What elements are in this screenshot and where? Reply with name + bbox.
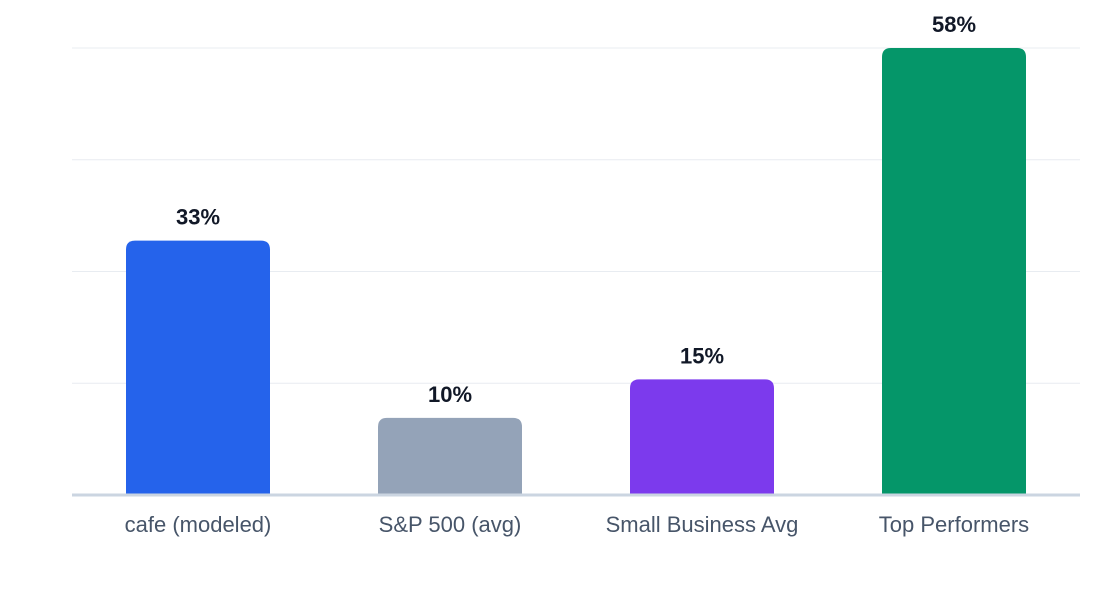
value-label: 33% xyxy=(176,205,220,230)
value-label: 10% xyxy=(428,382,472,407)
category-label: Small Business Avg xyxy=(606,512,799,537)
bar xyxy=(378,417,522,495)
value-label: 58% xyxy=(932,12,976,37)
category-label: Top Performers xyxy=(879,512,1029,537)
bars-layer xyxy=(126,48,1026,495)
category-label: cafe (modeled) xyxy=(125,512,272,537)
bar xyxy=(882,48,1026,495)
bar xyxy=(630,379,774,495)
category-label: S&P 500 (avg) xyxy=(379,512,522,537)
bar xyxy=(126,240,270,495)
value-label: 15% xyxy=(680,343,724,368)
labels-layer: 33% cafe (modeled) 10% S&P 500 (avg) 15% Smal… xyxy=(125,12,1030,537)
